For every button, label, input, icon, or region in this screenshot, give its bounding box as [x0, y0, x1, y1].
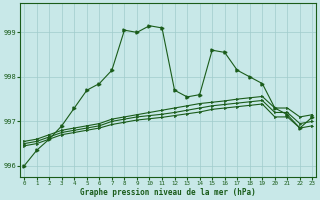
X-axis label: Graphe pression niveau de la mer (hPa): Graphe pression niveau de la mer (hPa) [80, 188, 256, 197]
